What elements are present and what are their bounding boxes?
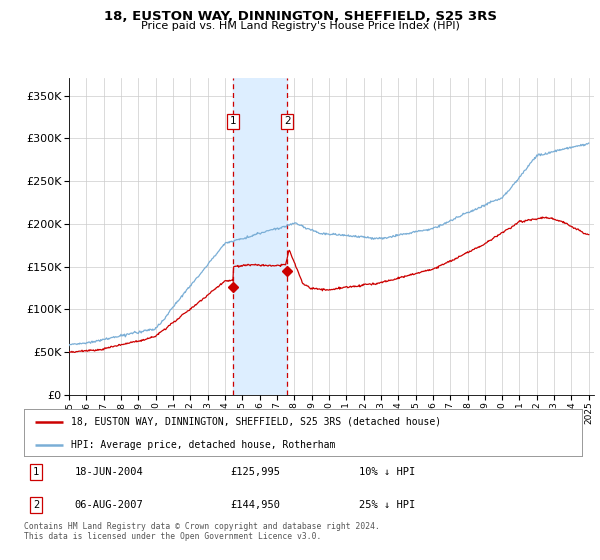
Text: 18, EUSTON WAY, DINNINGTON, SHEFFIELD, S25 3RS: 18, EUSTON WAY, DINNINGTON, SHEFFIELD, S… — [104, 10, 497, 23]
Text: 10% ↓ HPI: 10% ↓ HPI — [359, 467, 415, 477]
Text: £144,950: £144,950 — [230, 500, 280, 510]
Text: 25% ↓ HPI: 25% ↓ HPI — [359, 500, 415, 510]
Text: 1: 1 — [230, 116, 236, 126]
Text: 18, EUSTON WAY, DINNINGTON, SHEFFIELD, S25 3RS (detached house): 18, EUSTON WAY, DINNINGTON, SHEFFIELD, S… — [71, 417, 442, 427]
Text: HPI: Average price, detached house, Rotherham: HPI: Average price, detached house, Roth… — [71, 440, 336, 450]
Text: Price paid vs. HM Land Registry's House Price Index (HPI): Price paid vs. HM Land Registry's House … — [140, 21, 460, 31]
Text: Contains HM Land Registry data © Crown copyright and database right 2024.
This d: Contains HM Land Registry data © Crown c… — [24, 522, 380, 542]
Text: 2: 2 — [33, 500, 40, 510]
Bar — [233, 78, 287, 395]
Text: 06-AUG-2007: 06-AUG-2007 — [74, 500, 143, 510]
Text: 1: 1 — [33, 467, 40, 477]
Text: 2: 2 — [284, 116, 290, 126]
Text: £125,995: £125,995 — [230, 467, 280, 477]
Text: 18-JUN-2004: 18-JUN-2004 — [74, 467, 143, 477]
